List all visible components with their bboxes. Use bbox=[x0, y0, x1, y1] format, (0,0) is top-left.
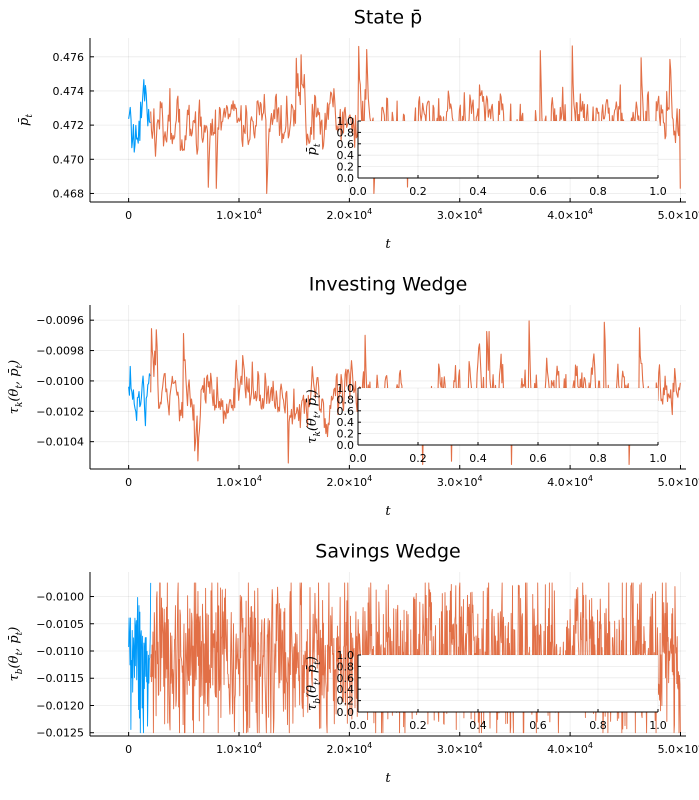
y-tick-label: 0.476 bbox=[53, 51, 85, 64]
inset-y-tick-label: 0.6 bbox=[337, 405, 355, 418]
x-tick-label: 0 bbox=[125, 209, 132, 222]
y-axis-label: τb​(θt​, p̄t​) bbox=[7, 627, 25, 682]
x-tick-label: 2.0×104 bbox=[326, 207, 372, 222]
y-tick-label: −0.0110 bbox=[36, 645, 84, 658]
inset-y-tick-label: 0.0 bbox=[337, 706, 355, 719]
inset-axes: 0.00.00.20.20.40.40.60.60.80.81.01.0τk​(… bbox=[305, 382, 667, 465]
inset-x-tick-label: 0.2 bbox=[409, 185, 427, 198]
inset-x-tick-label: 0.6 bbox=[529, 185, 547, 198]
x-tick-label: 5.0×104 bbox=[658, 474, 699, 489]
inset-y-axis-label: τk​(θt​, p̄t​) bbox=[305, 389, 323, 444]
inset-x-tick-label: 0.8 bbox=[589, 185, 607, 198]
subplot-3: Savings Wedge 0 1.0×104 2.0×104 3.0×104 4.0×1… bbox=[7, 541, 699, 787]
inset-x-tick-label: 0.4 bbox=[469, 185, 487, 198]
x-tick-label: 5.0×104 bbox=[658, 741, 699, 756]
inset-x-tick-label: 0.8 bbox=[589, 452, 607, 465]
x-tick-label: 5.0×104 bbox=[658, 207, 699, 222]
x-tick-label: 4.0×104 bbox=[547, 741, 593, 756]
inset-x-tick-label: 0.2 bbox=[409, 719, 427, 732]
inset-y-tick-label: 0.4 bbox=[337, 149, 355, 162]
x-tick-label: 1.0×104 bbox=[216, 741, 262, 756]
inset-y-tick-label: 0.8 bbox=[337, 126, 355, 139]
inset-x-tick-label: 0.6 bbox=[529, 719, 547, 732]
y-tick-label: −0.0104 bbox=[36, 436, 84, 449]
inset-y-tick-label: 1.0 bbox=[337, 115, 355, 128]
y-tick-label: 0.474 bbox=[53, 85, 85, 98]
inset-y-tick-label: 0.8 bbox=[337, 393, 355, 406]
x-axis-label: t bbox=[385, 504, 391, 519]
chart-title: State p̄ bbox=[354, 7, 422, 29]
inset-y-tick-label: 0.0 bbox=[337, 172, 355, 185]
x-tick-label: 4.0×104 bbox=[547, 474, 593, 489]
inset-x-tick-label: 1.0 bbox=[649, 452, 667, 465]
inset-y-tick-label: 0.6 bbox=[337, 138, 355, 151]
y-tick-label: −0.0098 bbox=[36, 345, 84, 358]
x-tick-label: 1.0×104 bbox=[216, 207, 262, 222]
inset-background bbox=[358, 655, 658, 712]
inset-x-tick-label: 0.4 bbox=[469, 452, 487, 465]
y-tick-label: 0.470 bbox=[53, 153, 85, 166]
inset-y-tick-label: 0.8 bbox=[337, 660, 355, 673]
y-tick-label: −0.0102 bbox=[36, 405, 84, 418]
inset-axes: 0.00.00.20.20.40.40.60.60.80.81.01.0p̄t​ bbox=[305, 115, 667, 198]
inset-background bbox=[358, 121, 658, 178]
chart-title: Savings Wedge bbox=[315, 541, 460, 563]
inset-y-tick-label: 0.4 bbox=[337, 683, 355, 696]
subplot-2: Investing Wedge 0 1.0×104 2.0×104 3.0×104 4.0… bbox=[7, 274, 699, 520]
inset-x-tick-label: 0.0 bbox=[349, 452, 367, 465]
y-tick-label: −0.0105 bbox=[36, 618, 84, 631]
x-tick-label: 2.0×104 bbox=[326, 474, 372, 489]
x-tick-label: 3.0×104 bbox=[437, 474, 483, 489]
y-tick-label: 0.472 bbox=[53, 119, 85, 132]
x-tick-label: 3.0×104 bbox=[437, 207, 483, 222]
x-tick-label: 0 bbox=[125, 743, 132, 756]
chart-title: Investing Wedge bbox=[309, 274, 468, 296]
series-1-line bbox=[128, 582, 152, 734]
x-tick-label: 1.0×104 bbox=[216, 474, 262, 489]
inset-y-tick-label: 1.0 bbox=[337, 649, 355, 662]
inset-x-tick-label: 0.0 bbox=[349, 719, 367, 732]
y-tick-label: −0.0100 bbox=[36, 591, 84, 604]
y-tick-label: −0.0125 bbox=[36, 727, 84, 740]
inset-y-axis-label: p̄t​ bbox=[305, 143, 323, 155]
x-tick-label: 2.0×104 bbox=[326, 741, 372, 756]
series-1-line bbox=[128, 365, 151, 427]
x-tick-label: 0 bbox=[125, 476, 132, 489]
y-axis-label: p̄t​ bbox=[17, 114, 35, 126]
subplot-1: State p̄ 0 1.0×104 2.0×104 3.0×104 4.0×104 5.0… bbox=[17, 7, 699, 253]
y-tick-label: 0.468 bbox=[53, 187, 85, 200]
inset-y-tick-label: 0.2 bbox=[337, 695, 355, 708]
inset-y-tick-label: 1.0 bbox=[337, 382, 355, 395]
y-tick-label: −0.0096 bbox=[36, 314, 84, 327]
inset-y-axis-label: τb​(θt​, p̄t​) bbox=[305, 656, 323, 711]
inset-x-tick-label: 0.2 bbox=[409, 452, 427, 465]
y-tick-label: −0.0120 bbox=[36, 699, 84, 712]
x-tick-label: 4.0×104 bbox=[547, 207, 593, 222]
inset-y-tick-label: 0.6 bbox=[337, 672, 355, 685]
inset-background bbox=[358, 388, 658, 445]
series-1-line bbox=[128, 79, 151, 153]
inset-x-tick-label: 1.0 bbox=[649, 185, 667, 198]
inset-y-tick-label: 0.0 bbox=[337, 439, 355, 452]
y-tick-label: −0.0100 bbox=[36, 375, 84, 388]
inset-y-tick-label: 0.2 bbox=[337, 161, 355, 174]
y-tick-label: −0.0115 bbox=[36, 672, 84, 685]
inset-axes: 0.00.00.20.20.40.40.60.60.80.81.01.0τb​(… bbox=[305, 649, 667, 732]
inset-y-tick-label: 0.4 bbox=[337, 416, 355, 429]
inset-x-tick-label: 1.0 bbox=[649, 719, 667, 732]
y-axis-label: τk​(θt​, p̄t​) bbox=[7, 360, 25, 415]
x-axis-label: t bbox=[385, 771, 391, 786]
x-tick-label: 3.0×104 bbox=[437, 741, 483, 756]
inset-x-tick-label: 0.0 bbox=[349, 185, 367, 198]
inset-x-tick-label: 0.8 bbox=[589, 719, 607, 732]
x-axis-label: t bbox=[385, 237, 391, 252]
inset-x-tick-label: 0.4 bbox=[469, 719, 487, 732]
inset-y-tick-label: 0.2 bbox=[337, 428, 355, 441]
inset-x-tick-label: 0.6 bbox=[529, 452, 547, 465]
